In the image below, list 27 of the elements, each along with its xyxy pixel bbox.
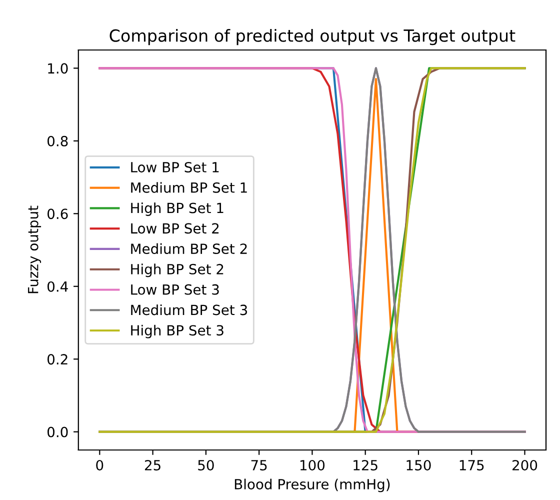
x-tick-label: 175	[460, 460, 484, 470]
legend-label: Low BP Set 1	[131, 162, 219, 172]
y-tick-label: 1.0	[48, 63, 68, 74]
y-axis-title: Fuzzy output	[28, 206, 42, 294]
x-tick-label: 0	[96, 460, 104, 470]
y-tick-label: 0.8	[48, 136, 68, 146]
chart-title: Comparison of predicted output vs Target output	[110, 29, 516, 46]
y-tick-label: 0.4	[48, 281, 68, 292]
legend-label: Low BP Set 2	[131, 223, 219, 234]
legend-label: Medium BP Set 3	[131, 304, 248, 316]
legend-label: Medium BP Set 2	[131, 243, 247, 254]
x-tick-label: 125	[354, 460, 378, 470]
legend-label: Low BP Set 3	[131, 284, 219, 295]
x-tick-label: 25	[144, 460, 160, 470]
x-tick-label: 150	[406, 460, 431, 470]
x-tick-label: 75	[251, 460, 267, 470]
y-tick-label: 0.6	[48, 208, 68, 220]
legend-label: High BP Set 2	[131, 264, 224, 278]
y-tick-label: 0.0	[48, 426, 68, 438]
legend-label: High BP Set 3	[131, 324, 224, 338]
x-tick-label: 200	[512, 460, 538, 470]
y-tick-label: 0.2	[48, 354, 68, 365]
x-tick-label: 50	[198, 460, 214, 470]
x-tick-label: 100	[300, 460, 325, 470]
legend-label: Medium BP Set 1	[131, 182, 247, 193]
x-axis-title: Blood Presure (mmHg)	[234, 478, 390, 492]
legend-label: High BP Set 1	[131, 202, 224, 216]
